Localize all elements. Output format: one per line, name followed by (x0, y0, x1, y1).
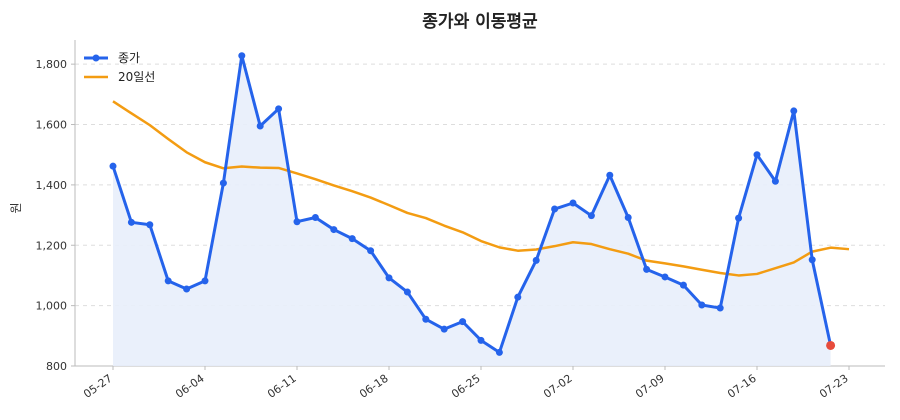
close-point (679, 281, 687, 289)
close-point (495, 348, 503, 356)
close-last-point (826, 340, 836, 350)
y-tick-label: 1,000 (36, 300, 68, 313)
x-tick-label: 07-23 (817, 372, 851, 401)
close-point (403, 288, 411, 296)
close-point (164, 277, 172, 285)
close-point (643, 265, 651, 273)
close-point (551, 205, 559, 213)
chart-title: 종가와 이동평균 (422, 12, 538, 32)
x-tick-label: 06-25 (449, 372, 483, 401)
close-point (256, 122, 264, 130)
close-point (735, 214, 743, 222)
close-point (183, 285, 191, 293)
close-point (201, 277, 209, 285)
close-point (790, 107, 798, 115)
close-point (348, 235, 356, 243)
close-point (771, 177, 779, 185)
close-point (716, 304, 724, 312)
close-point (146, 221, 154, 229)
x-tick-label: 06-18 (357, 372, 391, 401)
legend-ma20-label: 20일선 (118, 70, 155, 84)
y-tick-label: 800 (46, 360, 67, 373)
close-point (275, 105, 283, 113)
close-point (311, 213, 319, 221)
y-tick-label: 1,800 (36, 58, 68, 71)
x-tick-label: 07-16 (725, 372, 759, 401)
close-point (293, 218, 301, 226)
close-point (808, 256, 816, 264)
close-point (477, 336, 485, 344)
close-point (238, 52, 246, 60)
close-area-fill (113, 55, 831, 367)
close-point (661, 273, 669, 281)
close-point (569, 199, 577, 207)
x-tick-label: 07-02 (541, 372, 575, 401)
y-tick-label: 1,200 (36, 239, 68, 252)
close-point (587, 212, 595, 220)
close-point (367, 247, 375, 255)
close-point (127, 218, 135, 226)
close-series-line (111, 54, 833, 354)
x-tick-label: 06-04 (173, 372, 207, 401)
close-point (219, 179, 227, 187)
close-point (385, 274, 393, 282)
points-layer (109, 52, 836, 356)
area-layer (113, 55, 831, 367)
x-tick-label: 06-11 (265, 372, 299, 401)
y-axis-label: 원 (9, 202, 23, 213)
lines-layer (111, 54, 850, 354)
close-point (330, 226, 338, 234)
close-point (624, 213, 632, 221)
close-point (422, 315, 430, 323)
legend-close-marker (92, 54, 100, 62)
close-point (459, 318, 467, 326)
close-point (606, 171, 614, 179)
close-point (514, 293, 522, 301)
legend-close-label: 종가 (118, 51, 140, 65)
y-tick-label: 1,400 (36, 179, 68, 192)
close-point (440, 325, 448, 333)
y-tick-label: 1,600 (36, 119, 68, 132)
close-point (753, 151, 761, 159)
close-point (109, 162, 117, 170)
x-tick-label: 05-27 (81, 372, 115, 401)
legend: 종가 20일선 (84, 51, 155, 84)
x-tick-label: 07-09 (633, 372, 667, 401)
close-point (698, 301, 706, 309)
close-point (532, 256, 540, 264)
